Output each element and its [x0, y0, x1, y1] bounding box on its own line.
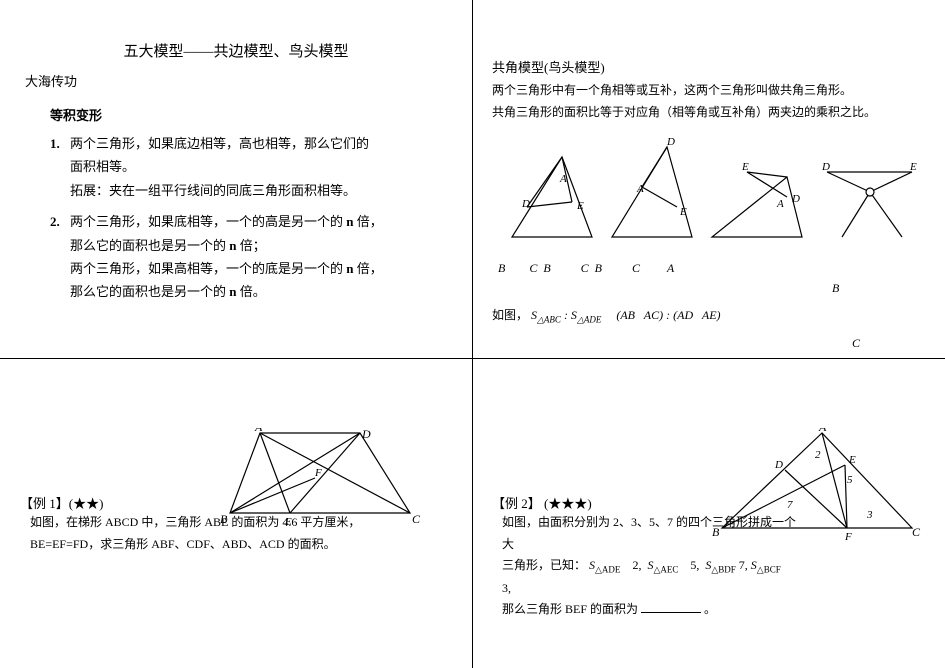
item-1: 1. 两个三角形，如果底边相等，高也相等，那么它们的 面积相等。 拓展：夹在一组… [50, 132, 452, 202]
svg-text:5: 5 [847, 474, 853, 486]
formula-mid: (AB AC) : (AD AE) [604, 308, 720, 322]
bottom-right-quadrant: A B C D E F 2 5 7 3 【例 2】 (★★★) 如图，由面积分别… [472, 358, 945, 668]
l3v1: 2, [623, 558, 644, 572]
caption-row2: A [667, 261, 674, 275]
svg-text:D: D [791, 193, 800, 205]
tr-diagram-svg: D A E D A E E A [492, 137, 922, 247]
tr-formula-trail: C [852, 336, 925, 351]
n-2: n [229, 238, 236, 253]
item-2-line4a: 那么它的面积也是另一个的 [70, 284, 229, 299]
l3sub3: △BDF [711, 565, 735, 575]
example-2-line3: 三角形，已知： S△ADE 2, S△AEC 5, S△BDF 7, S△BCF [502, 555, 925, 578]
svg-text:F: F [314, 467, 322, 479]
tr-line1: 两个三角形中有一个角相等或互补，这两个三角形叫做共角三角形。 [492, 81, 925, 100]
answer-blank [641, 601, 701, 613]
item-1-line1: 两个三角形，如果底边相等，高也相等，那么它们的 [70, 136, 369, 151]
caption-row1: B C B C B C [498, 261, 640, 275]
n-3: n [346, 261, 353, 276]
l5a: 那么三角形 BEF 的面积为 [502, 602, 638, 616]
svg-text:E: E [679, 206, 687, 218]
item-1-number: 1. [50, 132, 60, 155]
svg-text:D: D [821, 161, 830, 173]
l3a: 三角形，已知： [502, 558, 589, 572]
n-4: n [229, 284, 236, 299]
example-2-line4: 3, [502, 578, 925, 600]
br-diagram: A B C D E F 2 5 7 3 [707, 428, 932, 552]
br-diagram-svg: A B C D E F 2 5 7 3 [707, 428, 932, 548]
item-1-line2: 面积相等。 [70, 159, 135, 174]
subheading: 等积变形 [50, 105, 452, 124]
item-2-line4b: 倍。 [237, 284, 266, 299]
tr-caption-row: B C B C B C A [492, 261, 925, 276]
svg-text:F: F [844, 531, 852, 543]
svg-text:C: C [412, 512, 421, 526]
item-2-line3b: 倍， [354, 261, 383, 276]
item-2-line2b: 倍； [237, 238, 266, 253]
author-line: 大海传功 [25, 71, 452, 90]
top-right-quadrant: 共角模型(鸟头模型) 两个三角形中有一个角相等或互补，这两个三角形叫做共角三角形… [472, 0, 945, 358]
formula-prefix: 如图， [492, 308, 528, 322]
svg-text:E: E [848, 454, 856, 466]
l3v2: 5, [681, 558, 702, 572]
svg-text:B: B [220, 512, 228, 526]
tr-formula: 如图， S△ABC : S△ADE (AB AC) : (AD AE) [492, 306, 925, 325]
bl-diagram: A D B C E F [190, 428, 450, 542]
tr-line2: 共角三角形的面积比等于对应角（相等角或互补角）两夹边的乘积之比。 [492, 103, 925, 122]
svg-text:A: A [254, 428, 263, 434]
svg-text:B: B [712, 525, 720, 539]
item-2-line1b: 倍， [354, 214, 383, 229]
item-2-line2a: 那么它的面积也是另一个的 [70, 238, 229, 253]
item-2-number: 2. [50, 210, 60, 233]
top-left-quadrant: 五大模型——共边模型、鸟头模型 大海传功 等积变形 1. 两个三角形，如果底边相… [0, 0, 472, 358]
n-1: n [346, 214, 353, 229]
bl-diagram-svg: A D B C E F [190, 428, 450, 538]
svg-text:E: E [909, 161, 917, 173]
tr-caption-row3: B [832, 281, 925, 296]
formula-sub2: △ADE [577, 315, 601, 325]
svg-text:2: 2 [815, 449, 821, 461]
svg-text:3: 3 [866, 509, 873, 521]
svg-text:E: E [284, 516, 292, 528]
svg-text:D: D [774, 459, 783, 471]
item-2: 2. 两个三角形，如果底相等，一个的高是另一个的 n 倍， 那么它的面积也是另一… [50, 210, 452, 304]
l5b: 。 [704, 602, 716, 616]
svg-text:D: D [666, 137, 675, 148]
bottom-left-quadrant: A D B C E F 【例 1】(★★) 如图，在梯形 ABCD 中，三角形 … [0, 358, 472, 668]
svg-text:A: A [636, 183, 644, 195]
example-2-line5: 那么三角形 BEF 的面积为 。 [502, 599, 925, 621]
main-title: 五大模型——共边模型、鸟头模型 [20, 40, 452, 61]
caption-b: B [832, 281, 839, 295]
svg-text:E: E [576, 200, 584, 212]
svg-text:7: 7 [787, 499, 793, 511]
item-2-line1a: 两个三角形，如果底相等，一个的高是另一个的 [70, 214, 346, 229]
formula-s2: : S [564, 308, 577, 322]
svg-text:E: E [741, 161, 749, 173]
formula-sub1: △ABC [537, 315, 561, 325]
svg-text:D: D [361, 428, 371, 441]
item-2-line3a: 两个三角形，如果高相等，一个的底是另一个的 [70, 261, 346, 276]
tr-diagrams: D A E D A E E A [492, 137, 925, 251]
svg-text:C: C [912, 525, 921, 539]
l3sub1: △ADE [595, 565, 620, 575]
formula-c: C [852, 336, 860, 350]
page: 五大模型——共边模型、鸟头模型 大海传功 等积变形 1. 两个三角形，如果底边相… [0, 0, 945, 668]
l3sub4: △BCF [757, 565, 781, 575]
tr-heading: 共角模型(鸟头模型) [492, 57, 925, 76]
svg-text:A: A [776, 198, 784, 210]
item-1-extension: 拓展：夹在一组平行线间的同底三角形面积相等。 [70, 183, 356, 198]
svg-text:A: A [559, 173, 567, 185]
svg-text:A: A [818, 428, 827, 434]
l3tail: 7, [739, 558, 751, 572]
l3sub2: △AEC [653, 565, 678, 575]
svg-text:D: D [521, 198, 530, 210]
